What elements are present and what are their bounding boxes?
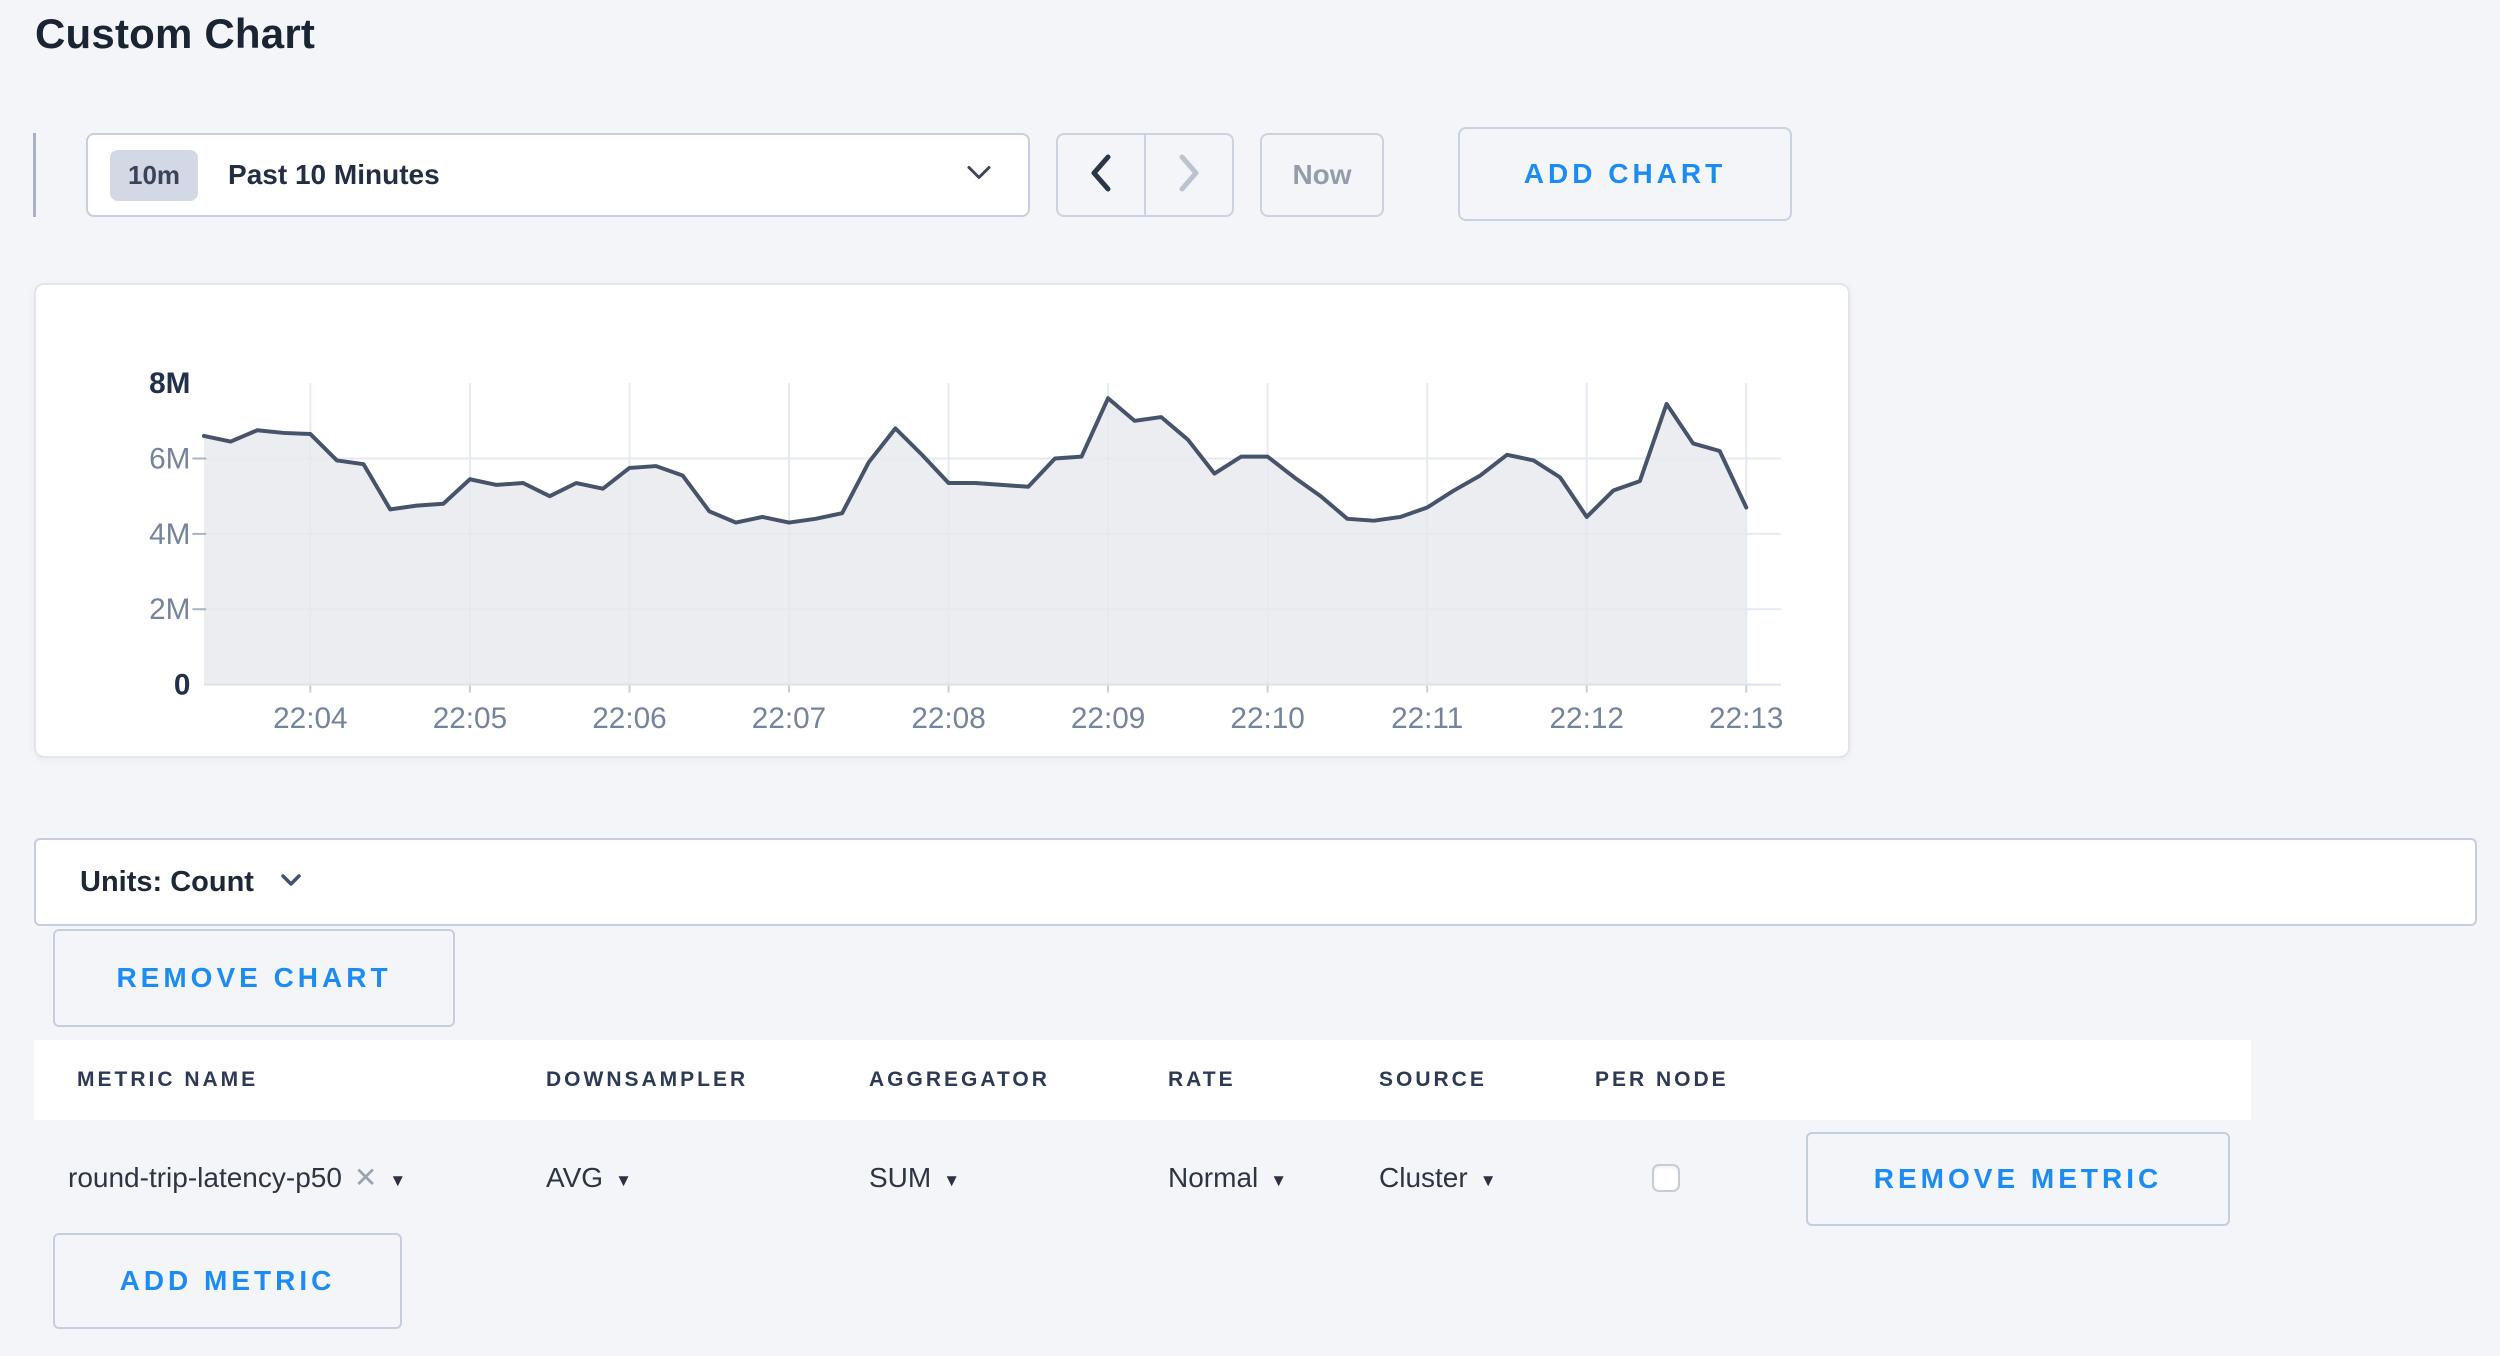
remove-metric-button[interactable]: REMOVE METRIC	[1806, 1132, 2230, 1226]
rate-select[interactable]: Normal ▼	[1168, 1162, 1287, 1194]
caret-down-icon: ▼	[615, 1170, 632, 1190]
remove-metric-x-icon[interactable]: ✕	[353, 1162, 378, 1193]
remove-chart-button[interactable]: REMOVE CHART	[53, 929, 455, 1027]
aggregator-value: SUM	[869, 1162, 932, 1193]
toolbar-divider	[33, 133, 36, 217]
chevron-left-icon	[1089, 153, 1113, 198]
column-header-source: SOURCE	[1379, 1068, 1487, 1091]
time-forward-button[interactable]	[1146, 135, 1232, 215]
time-back-button[interactable]	[1058, 135, 1146, 215]
y-axis-label: 8M	[149, 367, 190, 400]
downsampler-select[interactable]: AVG ▼	[546, 1162, 632, 1194]
rate-value: Normal	[1168, 1162, 1259, 1193]
source-value: Cluster	[1379, 1162, 1468, 1193]
chart-card: 22:04 22:05 22:06 22:07 22:08 22:09 22:10 22:11…	[34, 283, 1850, 758]
now-button[interactable]: Now	[1260, 133, 1384, 217]
x-axis-label: 22:08	[911, 702, 985, 735]
aggregator-select[interactable]: SUM ▼	[869, 1162, 960, 1194]
column-header-downsampler: DOWNSAMPLER	[546, 1068, 749, 1091]
source-select[interactable]: Cluster ▼	[1379, 1162, 1497, 1194]
x-axis-label: 22:06	[592, 702, 666, 735]
x-axis-label: 22:09	[1071, 702, 1145, 735]
metric-name-value: round-trip-latency-p50	[68, 1162, 342, 1193]
time-range-label: Past 10 Minutes	[228, 159, 440, 190]
add-chart-button[interactable]: ADD CHART	[1458, 127, 1792, 221]
x-axis-label: 22:13	[1709, 702, 1783, 735]
metric-area-chart: 22:04 22:05 22:06 22:07 22:08 22:09 22:10 22:11…	[149, 367, 1783, 735]
column-header-aggregator: AGGREGATOR	[869, 1068, 1050, 1091]
series-line	[201, 396, 1749, 525]
caret-down-icon: ▼	[1479, 1170, 1497, 1190]
y-axis-label: 6M	[149, 442, 190, 475]
column-header-rate: RATE	[1168, 1068, 1236, 1091]
units-select[interactable]: Units: Count	[34, 838, 2477, 926]
time-range-badge: 10m	[110, 149, 199, 201]
add-metric-button[interactable]: ADD METRIC	[53, 1233, 402, 1329]
page-title: Custom Chart	[35, 10, 316, 57]
y-axis-label: 0	[174, 669, 191, 702]
chevron-down-icon	[280, 873, 302, 892]
x-axis-label: 22:11	[1391, 702, 1463, 735]
series-area-fill	[203, 398, 1747, 685]
x-axis-label: 22:04	[273, 702, 347, 735]
x-axis-label: 22:07	[752, 702, 826, 735]
metrics-table-header: METRIC NAME DOWNSAMPLER AGGREGATOR RATE …	[34, 1040, 2251, 1120]
y-axis-label: 4M	[149, 518, 190, 551]
chevron-right-icon	[1177, 153, 1201, 198]
caret-down-icon: ▼	[389, 1170, 407, 1190]
y-axis-label: 2M	[149, 593, 190, 626]
caret-down-icon: ▼	[1270, 1170, 1288, 1190]
caret-down-icon: ▼	[943, 1170, 961, 1190]
units-label: Units: Count	[80, 865, 254, 898]
time-step-button-group	[1056, 133, 1234, 217]
column-header-metric-name: METRIC NAME	[77, 1068, 259, 1091]
column-header-per-node: PER NODE	[1595, 1068, 1729, 1091]
x-axis-label: 22:10	[1230, 702, 1304, 735]
x-axis-label: 22:12	[1550, 702, 1624, 735]
x-axis-label: 22:05	[433, 702, 507, 735]
chevron-down-icon	[966, 165, 992, 186]
time-range-select[interactable]: 10m Past 10 Minutes	[86, 133, 1030, 217]
downsampler-value: AVG	[546, 1162, 604, 1193]
per-node-checkbox[interactable]	[1652, 1164, 1680, 1192]
metric-name-select[interactable]: round-trip-latency-p50 ✕ ▼	[68, 1162, 406, 1194]
